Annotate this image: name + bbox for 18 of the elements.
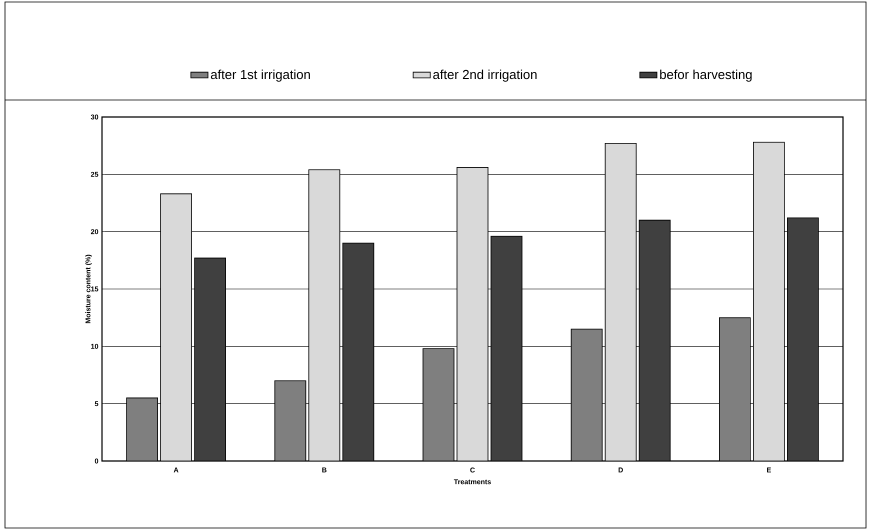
- bar: [308, 169, 340, 461]
- bar: [604, 142, 637, 461]
- bar: [423, 348, 454, 461]
- bar: [787, 218, 819, 461]
- legend-label: after 2nd irrigation: [433, 70, 537, 82]
- bar: [457, 167, 488, 461]
- bar: [160, 193, 192, 461]
- bar: [753, 142, 785, 461]
- bar: [274, 380, 306, 461]
- bar: [194, 258, 226, 461]
- bar: [126, 398, 158, 461]
- bar: [570, 328, 603, 461]
- bar: [638, 220, 671, 461]
- legend-label: befor harvesting: [660, 70, 752, 82]
- bar: [719, 317, 751, 461]
- bar: [342, 242, 374, 461]
- legend-label: after 1st irrigation: [210, 70, 310, 82]
- bar: [491, 236, 522, 461]
